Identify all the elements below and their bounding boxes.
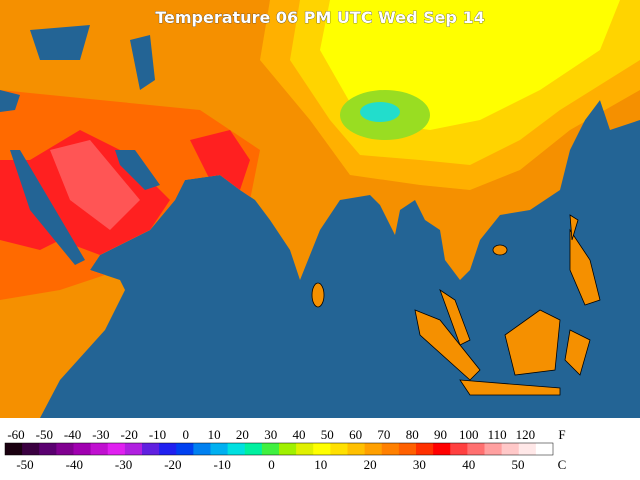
hainan — [492, 244, 508, 256]
colorbar-swatch — [22, 443, 40, 455]
colorbar-swatch — [347, 443, 366, 455]
caspian-sea — [130, 35, 155, 90]
colorbar-swatch — [39, 443, 57, 455]
colorbar-frame — [4, 442, 554, 456]
fahrenheit-label: 0 — [183, 427, 190, 442]
colorbar-swatch — [176, 443, 194, 455]
fahrenheit-label: -10 — [149, 427, 166, 442]
colorbar-swatch — [279, 443, 297, 455]
fahrenheit-label: 100 — [459, 427, 479, 442]
fahrenheit-label: 60 — [349, 427, 362, 442]
fahrenheit-label: 50 — [321, 427, 334, 442]
map-title: Temperature 06 PM UTC Wed Sep 14 — [155, 8, 485, 27]
colorbar-swatch — [5, 443, 23, 455]
fahrenheit-label: 70 — [377, 427, 390, 442]
land — [0, 0, 640, 418]
colorbar-swatch — [210, 443, 229, 455]
fahrenheit-label: 20 — [236, 427, 249, 442]
fahrenheit-unit: F — [558, 427, 565, 442]
java — [459, 379, 561, 396]
fahrenheit-label: 10 — [208, 427, 221, 442]
colorbar-swatch — [73, 443, 92, 455]
fahrenheit-label: 120 — [516, 427, 536, 442]
fahrenheit-label: 40 — [293, 427, 306, 442]
colorbar-swatch — [193, 443, 211, 455]
celsius-label: 30 — [413, 457, 426, 472]
fahrenheit-label: -30 — [92, 427, 109, 442]
malay-peninsula — [439, 288, 471, 346]
colorbar-swatch — [227, 443, 246, 455]
fahrenheit-label: -60 — [7, 427, 24, 442]
very-hot-zone — [190, 130, 250, 190]
colorbar-swatch — [467, 443, 485, 455]
red-sea — [10, 150, 85, 265]
black-sea — [30, 25, 90, 60]
colorbar-swatch — [107, 443, 126, 455]
sri-lanka — [311, 282, 325, 308]
colorbar-swatch — [450, 443, 468, 455]
colorbar-swatch — [416, 443, 434, 455]
celsius-label: 10 — [314, 457, 327, 472]
philippines — [569, 228, 601, 306]
colorbar-swatch — [142, 443, 160, 455]
colorbar — [4, 442, 554, 456]
colorbar-swatch — [535, 443, 554, 455]
fahrenheit-label: -40 — [64, 427, 81, 442]
celsius-label: 50 — [512, 457, 525, 472]
sumatra — [414, 309, 481, 381]
taiwan — [569, 214, 579, 241]
colorbar-swatch — [244, 443, 263, 455]
colorbar-swatch — [296, 443, 314, 455]
fahrenheit-label: 90 — [434, 427, 447, 442]
celsius-label: -40 — [66, 457, 83, 472]
fahrenheit-label: -50 — [36, 427, 53, 442]
celsius-unit: C — [558, 457, 567, 472]
fahrenheit-label: 80 — [406, 427, 419, 442]
celsius-label: -30 — [115, 457, 132, 472]
coldest-zone — [360, 102, 400, 122]
celsius-label: 20 — [364, 457, 377, 472]
fahrenheit-label: 30 — [264, 427, 277, 442]
colorbar-swatch — [484, 443, 503, 455]
colorbar-swatch — [501, 443, 520, 455]
persian-gulf — [115, 150, 160, 190]
colorbar-swatch — [56, 443, 74, 455]
colorbar-swatch — [518, 443, 537, 455]
extreme-zone — [50, 140, 140, 230]
colorbar-swatch — [433, 443, 451, 455]
colorbar-swatch — [364, 443, 383, 455]
celsius-label: -20 — [164, 457, 181, 472]
celsius-label: 40 — [462, 457, 475, 472]
fahrenheit-label: 110 — [488, 427, 507, 442]
colorbar-swatch — [261, 443, 280, 455]
colorbar-swatch — [159, 443, 177, 455]
celsius-label: -50 — [16, 457, 33, 472]
fahrenheit-label: -20 — [121, 427, 138, 442]
colorbar-swatch — [330, 443, 348, 455]
colorbar-swatch — [124, 443, 143, 455]
borneo — [504, 309, 561, 376]
colorbar-swatch — [398, 443, 417, 455]
sulawesi — [564, 329, 591, 376]
colorbar-swatch — [90, 443, 109, 455]
celsius-label: 0 — [268, 457, 275, 472]
celsius-label: -10 — [214, 457, 231, 472]
colorbar-swatch — [313, 443, 331, 455]
mediterranean — [0, 90, 20, 112]
colorbar-swatch — [381, 443, 400, 455]
